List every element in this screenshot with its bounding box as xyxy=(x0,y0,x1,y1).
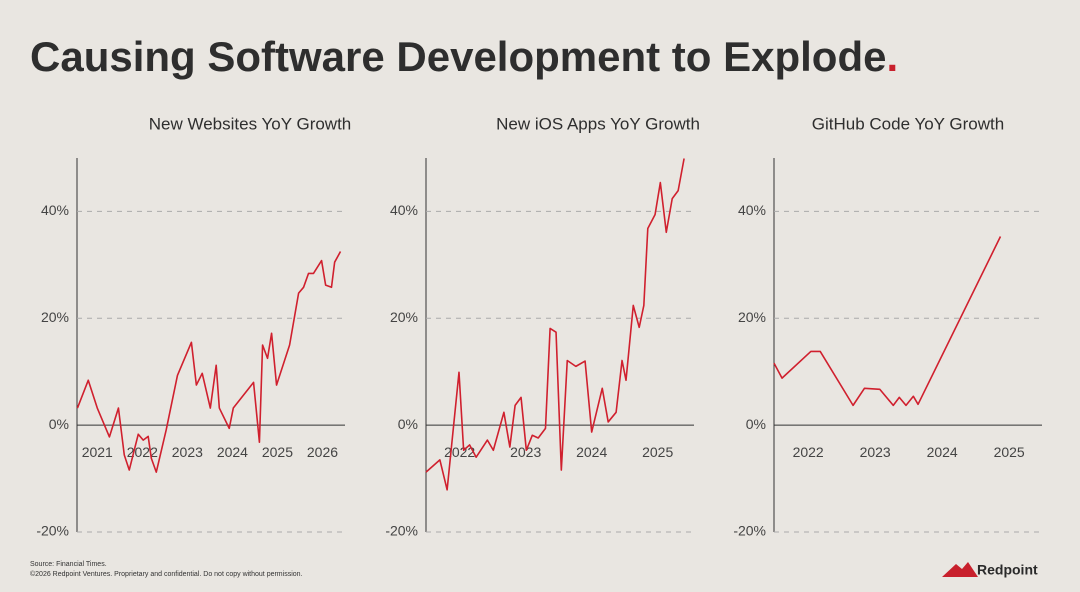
x-tick-label: 2024 xyxy=(217,444,248,460)
x-tick-label: 2024 xyxy=(927,444,958,460)
data-line xyxy=(425,158,685,491)
logo-text: Redpoint xyxy=(977,562,1038,578)
logo-icon xyxy=(942,562,978,577)
x-tick-label: 2026 xyxy=(307,444,338,460)
title-text: Causing Software Development to Explode xyxy=(30,33,886,80)
x-tick-label: 2021 xyxy=(82,444,113,460)
title-period: . xyxy=(886,33,898,80)
y-tick-label: -20% xyxy=(733,523,766,539)
slide-title: Causing Software Development to Explode. xyxy=(30,33,898,80)
x-tick-label: 2023 xyxy=(860,444,891,460)
y-tick-label: 40% xyxy=(390,202,418,218)
y-tick-label: 0% xyxy=(746,416,766,432)
copyright: ©2026 Redpoint Ventures. Proprietary and… xyxy=(30,570,303,578)
y-tick-label: 20% xyxy=(390,309,418,325)
y-tick-label: 20% xyxy=(41,309,69,325)
x-tick-label: 2025 xyxy=(994,444,1025,460)
chart-title: GitHub Code YoY Growth xyxy=(812,114,1004,133)
x-tick-label: 2025 xyxy=(642,444,673,460)
x-tick-label: 2022 xyxy=(127,444,158,460)
x-tick-label: 2025 xyxy=(262,444,293,460)
y-tick-label: 20% xyxy=(738,309,766,325)
data-line xyxy=(76,251,342,473)
x-tick-label: 2022 xyxy=(793,444,824,460)
y-tick-label: 40% xyxy=(738,202,766,218)
data-line xyxy=(773,236,1002,407)
y-tick-label: 40% xyxy=(41,202,69,218)
y-tick-label: 0% xyxy=(49,416,69,432)
x-tick-label: 2024 xyxy=(576,444,607,460)
y-tick-label: -20% xyxy=(385,523,418,539)
y-tick-label: -20% xyxy=(36,523,69,539)
chart-title: New iOS Apps YoY Growth xyxy=(496,114,700,133)
y-tick-label: 0% xyxy=(398,416,418,432)
x-tick-label: 2023 xyxy=(172,444,203,460)
x-tick-label: 2023 xyxy=(510,444,541,460)
chart-title: New Websites YoY Growth xyxy=(149,114,352,133)
source: Source: Financial Times. xyxy=(30,561,107,568)
